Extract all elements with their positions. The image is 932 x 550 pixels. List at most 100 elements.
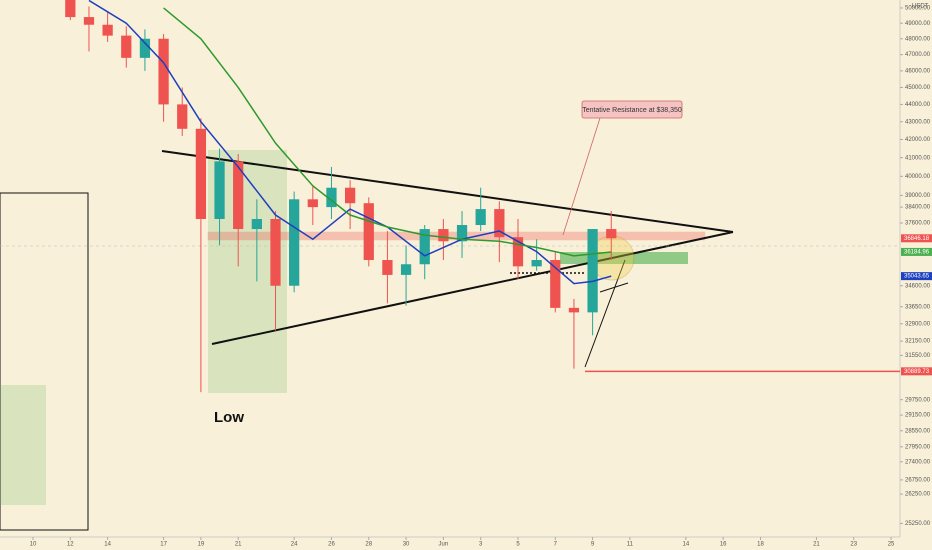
- candle-body: [587, 229, 598, 313]
- moving-average: [163, 7, 612, 257]
- price-tag-label: 36846.18: [904, 236, 930, 242]
- y-tick-label: 45000.00: [905, 85, 931, 91]
- trend-line: [584, 259, 626, 368]
- y-tick-label: 48000.00: [905, 36, 931, 42]
- y-tick-label: 41000.00: [905, 155, 931, 161]
- callout-pointer: [562, 117, 601, 236]
- y-tick-label: 46000.00: [905, 68, 931, 74]
- x-tick-label: 3: [479, 542, 483, 548]
- x-tick-label: Jun: [439, 542, 449, 548]
- y-tick-label: 32150.00: [905, 339, 931, 345]
- candle-body: [512, 237, 524, 267]
- y-tick-label: 31550.00: [905, 353, 931, 359]
- x-tick-label: 9: [591, 542, 595, 548]
- y-tick-label: 25250.00: [905, 521, 931, 527]
- x-tick-label: 24: [291, 542, 298, 548]
- candle-body: [195, 128, 207, 220]
- x-tick-label: 21: [813, 542, 820, 548]
- candle-body: [400, 264, 412, 275]
- y-tick-label: 42000.00: [905, 137, 931, 143]
- candle-body: [475, 209, 486, 226]
- x-tick-label: 7: [554, 542, 558, 548]
- trend-line: [599, 282, 629, 293]
- candle-body: [121, 35, 132, 58]
- x-tick-label: 21: [235, 542, 242, 548]
- x-tick-label: 30: [403, 542, 410, 548]
- low-label: Low: [214, 409, 244, 426]
- y-tick-label: 40000.00: [905, 174, 931, 180]
- x-tick-label: 17: [160, 542, 167, 548]
- y-tick-label: 27950.00: [905, 444, 931, 450]
- candle-body: [270, 219, 281, 286]
- candle-body: [177, 104, 188, 129]
- y-tick-label: 49000.00: [905, 21, 931, 27]
- y-tick-label: 33650.00: [905, 304, 931, 310]
- x-tick-label: 23: [850, 542, 857, 548]
- y-tick-label: 43000.00: [905, 119, 931, 125]
- candle-body: [568, 307, 580, 313]
- y-tick-label: 39000.00: [905, 193, 931, 199]
- triangle-lower: [211, 231, 734, 345]
- candle-body: [102, 24, 113, 36]
- y-tick-label: 29750.00: [905, 397, 931, 403]
- candle-body: [419, 229, 430, 265]
- x-tick-label: 11: [627, 542, 634, 548]
- x-tick-label: 28: [365, 542, 372, 548]
- candle-body: [158, 38, 169, 105]
- y-tick-label: 28550.00: [905, 428, 931, 434]
- callout-box: [581, 100, 683, 119]
- inset-zone: [0, 385, 46, 505]
- y-tick-label: 26250.00: [905, 492, 931, 498]
- candle-body: [531, 260, 542, 267]
- price-tag-label: 36184.96: [904, 250, 930, 256]
- candle-body: [344, 187, 356, 204]
- y-tick-label: 26750.00: [905, 477, 931, 483]
- price-tag: [901, 367, 932, 376]
- candle-body: [233, 161, 244, 230]
- x-tick-label: 26: [328, 542, 335, 548]
- x-tick-label: 14: [683, 542, 690, 548]
- candle-body: [606, 229, 617, 239]
- candle-body: [214, 161, 225, 220]
- x-tick-label: 10: [30, 542, 37, 548]
- y-tick-label: 50000.00: [905, 6, 931, 12]
- triangle-upper: [161, 150, 734, 233]
- x-tick-label: 19: [198, 542, 205, 548]
- candle-body: [456, 225, 468, 242]
- y-tick-label: 34600.00: [905, 283, 931, 289]
- y-tick-label: 44000.00: [905, 102, 931, 108]
- candle-body: [139, 38, 151, 58]
- y-tick-label: 38400.00: [905, 205, 931, 211]
- y-tick-label: 32900.00: [905, 321, 931, 327]
- y-tick-label: 37600.00: [905, 221, 931, 227]
- candle-body: [494, 209, 505, 238]
- price-tag-label: 35043.65: [904, 274, 930, 280]
- x-tick-label: 25: [888, 542, 895, 548]
- candle-body: [289, 199, 300, 286]
- candle-body: [382, 260, 393, 275]
- candle-body: [307, 199, 318, 208]
- candle-body: [65, 0, 76, 18]
- price-tag: [901, 234, 932, 243]
- x-tick-label: 12: [67, 542, 74, 548]
- moving-average: [88, 0, 612, 285]
- candle-body: [326, 187, 337, 208]
- price-tag: [901, 247, 932, 256]
- x-tick-label: 16: [720, 542, 727, 548]
- x-tick-label: 5: [516, 542, 520, 548]
- y-tick-label: 27400.00: [905, 459, 931, 465]
- x-tick-label: 14: [104, 542, 111, 548]
- candle-body: [251, 219, 262, 230]
- callout-text: Tentative Resistance at $38,350: [582, 107, 682, 114]
- candle-body: [363, 203, 374, 261]
- candle-body: [83, 17, 95, 25]
- candle-body: [438, 229, 449, 242]
- price-tag-label: 30889.73: [904, 369, 930, 375]
- price-tag: [901, 272, 932, 281]
- x-tick-label: 18: [757, 542, 764, 548]
- inset-box: [0, 192, 89, 531]
- resistance-zone: [207, 231, 706, 241]
- currency-label: USDT: [912, 4, 929, 10]
- y-tick-label: 29150.00: [905, 413, 931, 419]
